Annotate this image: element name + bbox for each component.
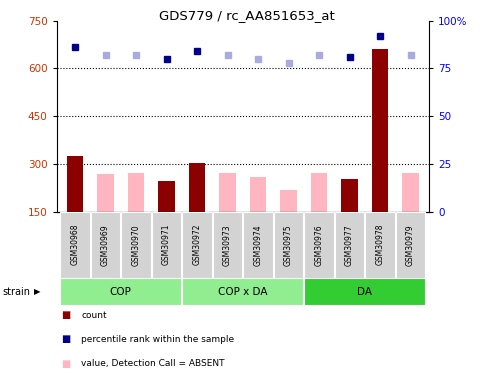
Text: GSM30977: GSM30977 bbox=[345, 224, 354, 266]
FancyBboxPatch shape bbox=[60, 278, 181, 305]
Bar bbox=[372, 50, 388, 212]
FancyBboxPatch shape bbox=[305, 278, 425, 305]
Text: percentile rank within the sample: percentile rank within the sample bbox=[81, 335, 235, 344]
Bar bbox=[67, 156, 83, 212]
FancyBboxPatch shape bbox=[365, 212, 395, 278]
Text: value, Detection Call = ABSENT: value, Detection Call = ABSENT bbox=[81, 359, 225, 368]
Bar bbox=[341, 179, 358, 212]
Bar bbox=[280, 190, 297, 212]
Text: ■: ■ bbox=[62, 334, 71, 344]
FancyBboxPatch shape bbox=[213, 212, 242, 278]
Bar bbox=[219, 173, 236, 212]
FancyBboxPatch shape bbox=[91, 212, 120, 278]
Bar bbox=[249, 177, 266, 212]
Text: GSM30973: GSM30973 bbox=[223, 224, 232, 266]
FancyBboxPatch shape bbox=[244, 212, 273, 278]
Text: ■: ■ bbox=[62, 359, 71, 369]
Bar bbox=[311, 173, 327, 212]
Text: COP: COP bbox=[110, 286, 132, 297]
Text: GSM30979: GSM30979 bbox=[406, 224, 415, 266]
Text: GSM30972: GSM30972 bbox=[193, 224, 202, 266]
FancyBboxPatch shape bbox=[182, 278, 303, 305]
FancyBboxPatch shape bbox=[121, 212, 151, 278]
Text: count: count bbox=[81, 310, 107, 320]
FancyBboxPatch shape bbox=[152, 212, 181, 278]
FancyBboxPatch shape bbox=[335, 212, 364, 278]
Text: strain: strain bbox=[2, 286, 31, 297]
Bar bbox=[189, 164, 206, 212]
Bar bbox=[97, 174, 114, 212]
Text: GSM30974: GSM30974 bbox=[253, 224, 263, 266]
Bar bbox=[402, 173, 419, 212]
Text: GSM30971: GSM30971 bbox=[162, 224, 171, 266]
Text: DA: DA bbox=[357, 286, 372, 297]
Text: GDS779 / rc_AA851653_at: GDS779 / rc_AA851653_at bbox=[159, 9, 334, 22]
Text: COP x DA: COP x DA bbox=[218, 286, 268, 297]
Text: GSM30968: GSM30968 bbox=[70, 224, 79, 266]
Text: GSM30978: GSM30978 bbox=[376, 224, 385, 266]
FancyBboxPatch shape bbox=[396, 212, 425, 278]
FancyBboxPatch shape bbox=[305, 212, 334, 278]
FancyBboxPatch shape bbox=[182, 212, 211, 278]
Text: GSM30975: GSM30975 bbox=[284, 224, 293, 266]
Text: GSM30970: GSM30970 bbox=[132, 224, 141, 266]
Text: ■: ■ bbox=[62, 310, 71, 320]
Bar bbox=[128, 173, 144, 212]
Text: GSM30969: GSM30969 bbox=[101, 224, 110, 266]
FancyBboxPatch shape bbox=[274, 212, 303, 278]
Text: GSM30976: GSM30976 bbox=[315, 224, 323, 266]
Text: ▶: ▶ bbox=[34, 287, 40, 296]
FancyBboxPatch shape bbox=[60, 212, 90, 278]
Bar bbox=[158, 181, 175, 212]
